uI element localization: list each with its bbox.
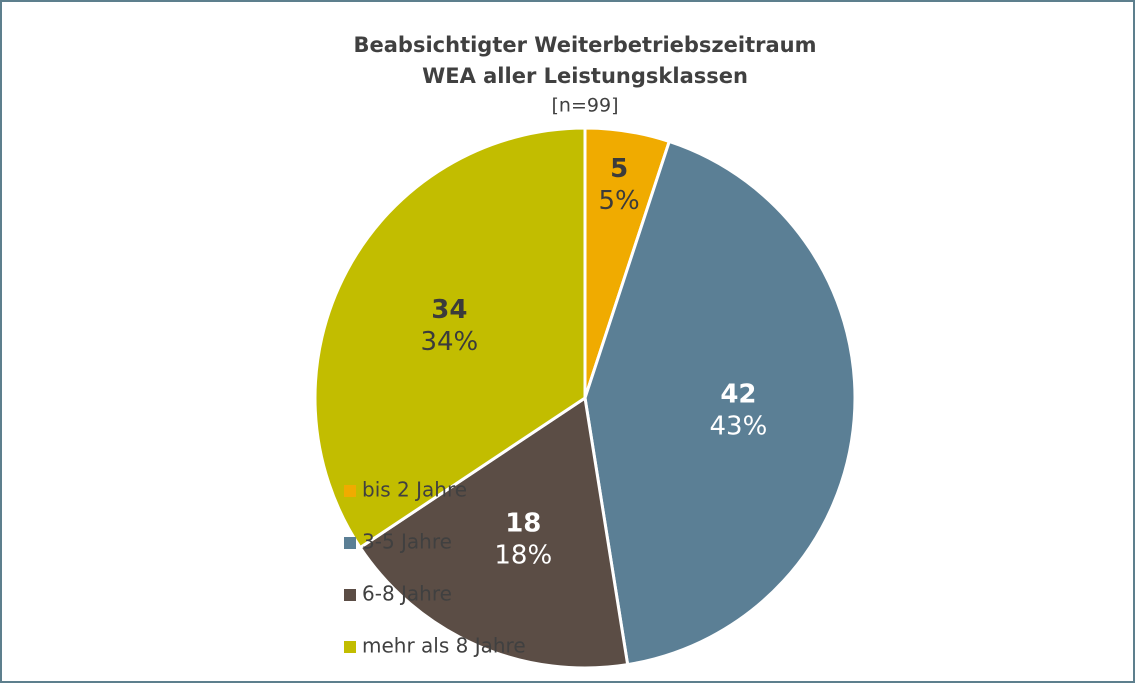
legend-swatch xyxy=(344,641,356,653)
percent-label: 43% xyxy=(710,412,768,442)
percent-label: 34% xyxy=(420,327,478,357)
percent-label: 5% xyxy=(599,186,640,216)
value-label: 18 xyxy=(505,508,541,538)
chart-title: Beabsichtigter Weiterbetriebszeitraum xyxy=(354,33,817,57)
value-label: 5 xyxy=(610,154,628,184)
percent-label: 18% xyxy=(494,540,552,570)
value-label: 42 xyxy=(720,380,756,410)
legend-swatch xyxy=(344,589,356,601)
legend-label: bis 2 Jahre xyxy=(362,478,467,502)
pie-slice xyxy=(583,139,857,667)
chart-title: WEA aller Leistungsklassen xyxy=(422,64,748,88)
pie-slice xyxy=(313,126,587,550)
legend-label: 3-5 Jahre xyxy=(362,530,452,554)
legend-label: 6-8 Jahre xyxy=(362,582,452,606)
legend-label: mehr als 8 Jahre xyxy=(362,634,526,658)
pie-slice xyxy=(358,395,630,670)
chart-subtitle: [n=99] xyxy=(552,95,619,117)
value-label: 34 xyxy=(431,295,467,325)
legend-swatch xyxy=(344,485,356,497)
legend-swatch xyxy=(344,537,356,549)
